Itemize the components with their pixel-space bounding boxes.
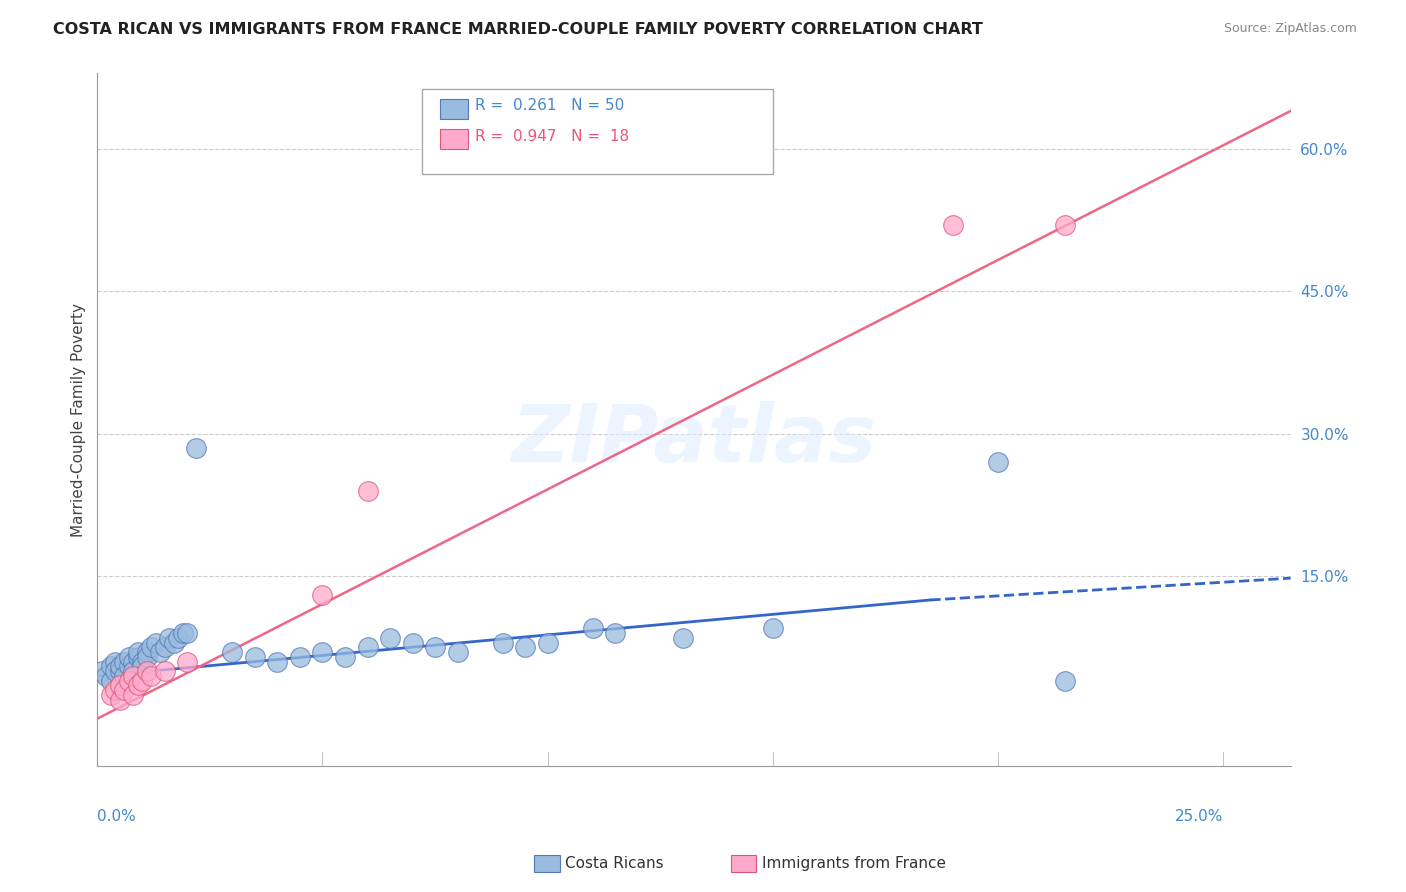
Point [135,664,157,678]
Point [141,669,163,683]
Point [108,692,131,706]
Point [118,649,141,664]
Point [135,645,157,659]
Point [163,636,186,650]
Point [127,649,149,664]
Point [141,640,163,655]
Point [186,441,208,455]
Point [513,640,536,655]
Text: Immigrants from France: Immigrants from France [762,856,946,871]
Point [100,673,122,688]
Point [104,655,127,669]
Point [100,659,122,673]
Text: COSTA RICAN VS IMMIGRANTS FROM FRANCE MARRIED-COUPLE FAMILY POVERTY CORRELATION : COSTA RICAN VS IMMIGRANTS FROM FRANCE MA… [53,22,983,37]
Point [423,640,446,655]
Point [131,673,153,688]
Point [127,678,149,692]
Point [582,622,605,636]
Point [122,664,145,678]
Point [108,659,131,673]
Point [378,631,401,645]
Text: R =  0.947   N =  18: R = 0.947 N = 18 [475,129,630,144]
Point [90,664,112,678]
Point [288,649,311,664]
Point [333,649,356,664]
Point [122,688,145,702]
Point [243,649,266,664]
Point [100,688,122,702]
Text: Source: ZipAtlas.com: Source: ZipAtlas.com [1223,22,1357,36]
Point [118,673,141,688]
Point [401,636,423,650]
Point [167,631,190,645]
Point [176,655,198,669]
Point [172,626,194,640]
Point [672,631,695,645]
Point [157,631,180,645]
Point [96,669,118,683]
Text: 25.0%: 25.0% [1174,809,1223,824]
Point [112,655,135,669]
Point [762,622,785,636]
Point [127,645,149,659]
Point [122,669,145,683]
Point [108,664,131,678]
Point [104,664,127,678]
Point [122,655,145,669]
Y-axis label: Married-Couple Family Poverty: Married-Couple Family Poverty [72,302,86,537]
Point [104,683,127,698]
Point [311,645,333,659]
Point [942,218,965,232]
Point [1054,673,1077,688]
Point [605,626,627,640]
Point [153,640,176,655]
Point [135,649,157,664]
Point [149,645,172,659]
Point [112,683,135,698]
Point [131,659,153,673]
Point [145,636,167,650]
Point [446,645,468,659]
Point [1054,218,1077,232]
Point [311,588,333,602]
Point [176,626,198,640]
Point [221,645,243,659]
Point [356,483,378,498]
Point [987,455,1010,469]
Point [118,659,141,673]
Point [536,636,558,650]
Point [112,669,135,683]
Point [153,664,176,678]
Point [266,655,288,669]
Text: R =  0.261   N = 50: R = 0.261 N = 50 [475,98,624,112]
Point [356,640,378,655]
Text: Costa Ricans: Costa Ricans [565,856,664,871]
Point [108,678,131,692]
Text: 0.0%: 0.0% [97,809,136,824]
Text: ZIPatlas: ZIPatlas [512,401,876,479]
Point [491,636,513,650]
Point [131,655,153,669]
